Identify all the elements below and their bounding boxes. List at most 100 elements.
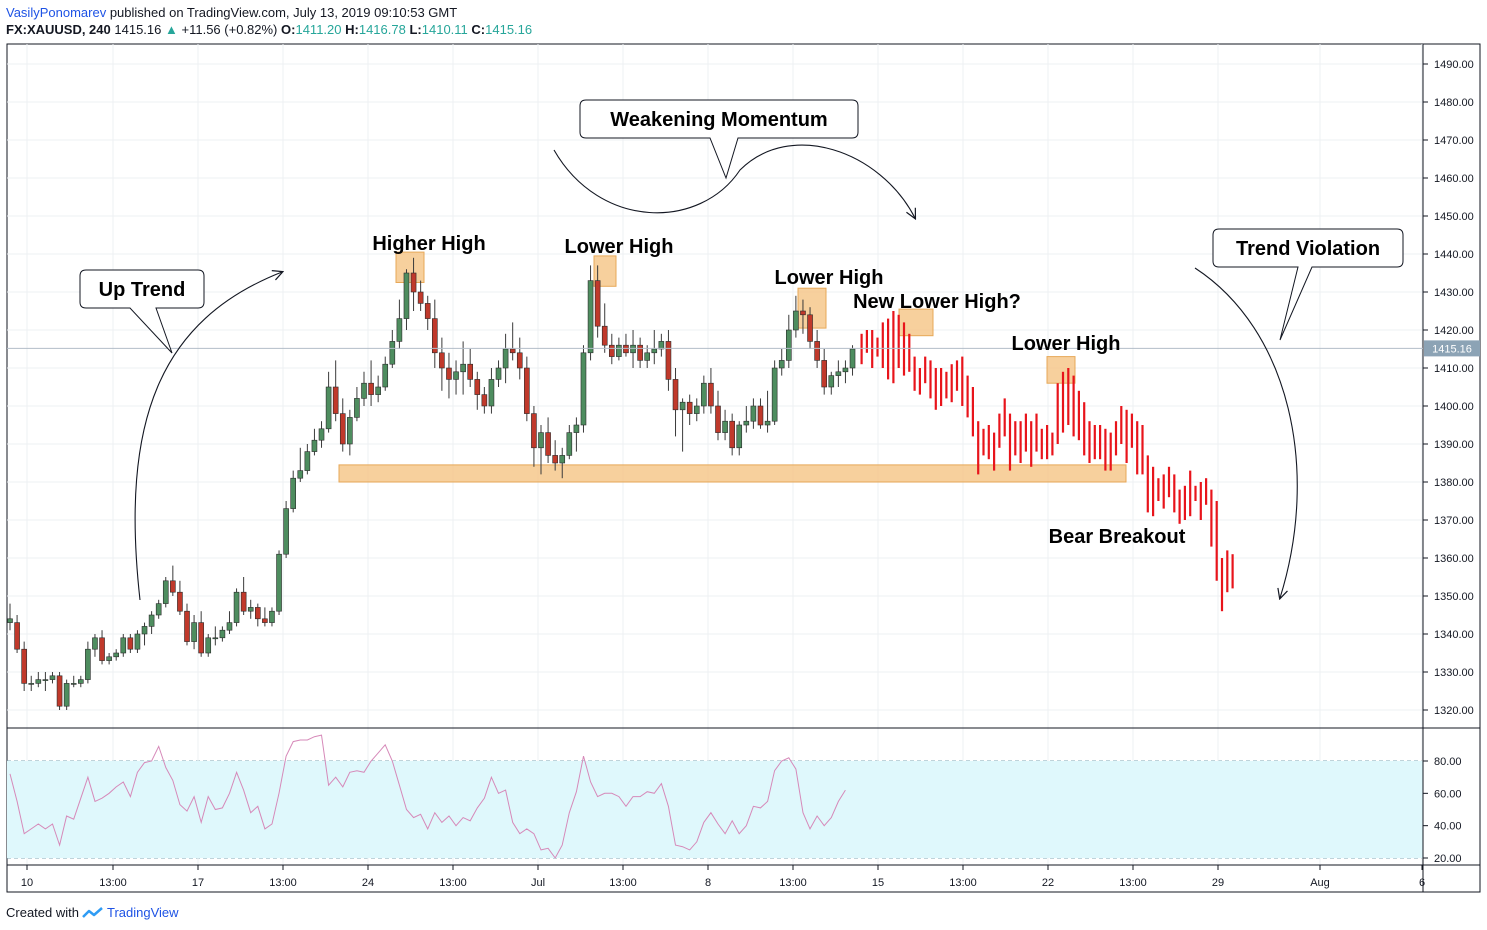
candle-body [665, 341, 672, 380]
candle-body [474, 379, 481, 395]
time-axis[interactable]: 10 13:00 17 13:00 24 13:00 Jul 13:00 8 13:00 15 13:… [21, 865, 1425, 889]
candle-body [644, 352, 651, 361]
candle [580, 345, 587, 433]
time-tick-label: 13:00 [949, 877, 977, 889]
time-tick-label: 13:00 [779, 877, 807, 889]
close-value: 1415.16 [485, 22, 533, 37]
last-price-tag: 1415.16 [1424, 340, 1480, 357]
candle-body [580, 352, 587, 426]
candle [78, 675, 84, 688]
candle-body [212, 637, 219, 640]
candle [481, 387, 488, 414]
author-link[interactable]: VasilyPonomarev [6, 5, 107, 20]
candle [141, 622, 148, 646]
candle [233, 588, 240, 627]
candle-body [120, 637, 127, 654]
symbol-name[interactable]: FX:XAUUSD, 240 [6, 22, 111, 37]
candle-body [205, 637, 212, 654]
candle [601, 303, 608, 353]
candle [49, 672, 56, 684]
candle [757, 398, 764, 429]
candle [679, 398, 686, 452]
up-arrow-icon: ▲ [165, 22, 178, 37]
candle [488, 368, 495, 414]
candle-body [361, 382, 367, 399]
symbol-legend: FX:XAUUSD, 240 1415.16 ▲ +11.56 (+0.82%)… [6, 22, 532, 37]
candle [693, 398, 700, 422]
candle-body [785, 329, 792, 361]
candle-body [233, 591, 240, 623]
candle [70, 675, 77, 688]
candle [311, 428, 318, 456]
candle [672, 368, 679, 437]
candle [566, 425, 573, 460]
price-tick-label: 1350.00 [1434, 591, 1474, 603]
candle-body [382, 363, 389, 388]
candle-body [162, 580, 169, 604]
candle-body [311, 439, 318, 452]
candle [283, 501, 289, 558]
candle-body [78, 679, 84, 684]
candle-body [396, 318, 403, 342]
up-trend-arrow [134, 272, 282, 601]
tradingview-link[interactable]: TradingView [106, 905, 179, 920]
candlestick-series [7, 257, 856, 710]
candle-body [538, 432, 544, 449]
candle [304, 444, 311, 475]
candle-body [516, 352, 523, 369]
candle [191, 615, 197, 650]
weakening-arrow [553, 144, 915, 218]
publish-info: VasilyPonomarev published on TradingView… [6, 5, 457, 20]
rsi-tick-label: 60.00 [1434, 788, 1462, 800]
candle [170, 565, 176, 596]
time-tick-label: Aug [1310, 877, 1330, 889]
candle [559, 447, 566, 479]
low-label: L: [409, 22, 422, 37]
projection-bars [860, 311, 1234, 612]
candle-body [559, 455, 566, 464]
candle [21, 641, 27, 691]
candle-body [198, 622, 204, 654]
up-trend-callout[interactable]: Up Trend [79, 269, 205, 354]
candle-body [601, 325, 608, 346]
rsi-band [7, 760, 1423, 858]
candle-body [85, 648, 91, 680]
price-tick-label: 1360.00 [1434, 553, 1474, 565]
trend-violation-callout[interactable]: Trend Violation [1212, 228, 1404, 341]
low-value: 1410.11 [421, 22, 468, 37]
weakening-callout[interactable]: Weakening Momentum [579, 99, 859, 180]
candle-body [99, 637, 105, 661]
candle [276, 550, 282, 615]
price-axis[interactable]: 1320.00 1330.00 1340.00 1350.00 1360.00 1370.… [1423, 59, 1474, 717]
candle [644, 345, 651, 368]
candle-body [70, 683, 77, 685]
candle-body [28, 683, 35, 685]
candle [835, 360, 842, 387]
candle-body [247, 607, 254, 612]
candle-body [113, 652, 119, 658]
price-tick-label: 1420.00 [1434, 325, 1474, 337]
candle-body [177, 591, 183, 612]
price-tick-label: 1410.00 [1434, 363, 1474, 375]
candle [545, 417, 551, 463]
lower-high-label-3: Lower High [1012, 333, 1121, 355]
candle [807, 307, 813, 349]
last-price: 1415.16 [114, 22, 162, 37]
candle-body [92, 637, 98, 650]
candle [821, 349, 828, 395]
rsi-tick-label: 20.00 [1434, 853, 1462, 865]
candle-body [127, 637, 134, 650]
candle-body [842, 367, 849, 373]
time-tick-label: 13:00 [269, 877, 297, 889]
candle-body [771, 367, 778, 422]
candle [701, 375, 707, 414]
candle-body [297, 470, 304, 479]
candle-body [56, 675, 63, 707]
lower-high-box-1 [593, 255, 617, 287]
candle [85, 641, 91, 684]
candle-body [417, 291, 424, 304]
candle [637, 337, 643, 368]
candle [552, 440, 558, 471]
price-tick-label: 1370.00 [1434, 515, 1474, 527]
